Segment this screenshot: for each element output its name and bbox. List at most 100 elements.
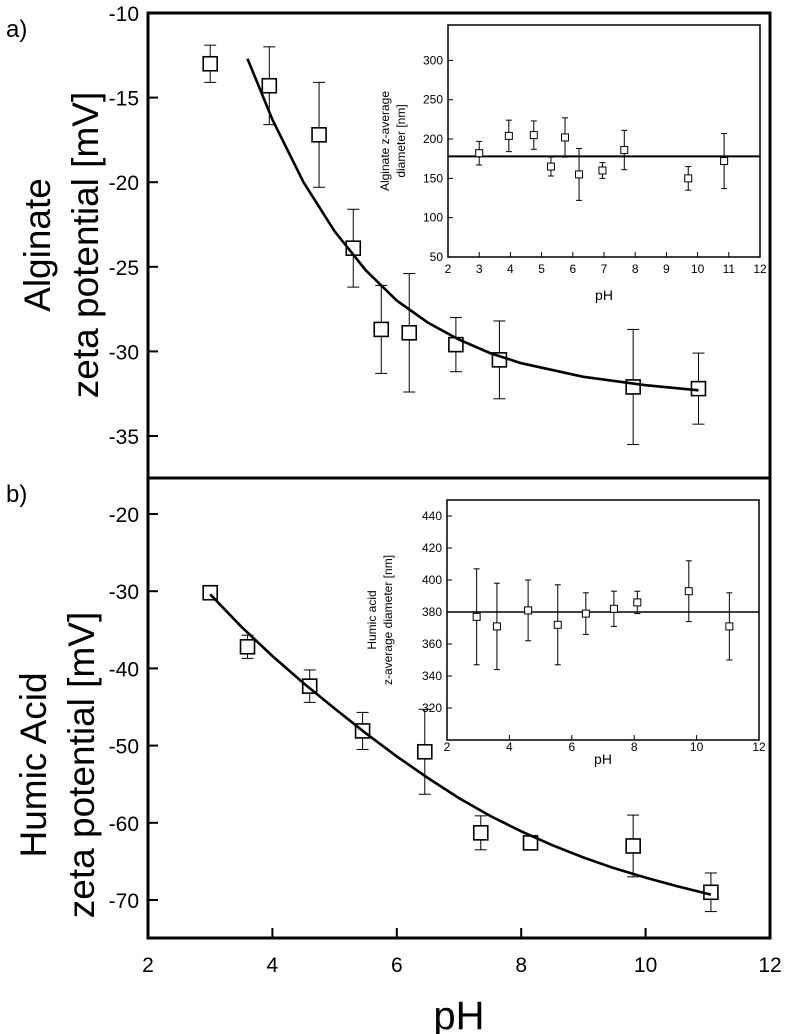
panel-a-y-tick-label-3: -25 bbox=[109, 257, 139, 280]
panel-b-x-label: pH bbox=[433, 994, 484, 1034]
panel-a-inset-x-tick-label-5: 7 bbox=[601, 262, 608, 276]
panel-b-x-tick-label-2: 6 bbox=[391, 954, 403, 977]
panel-b-point-7 bbox=[625, 838, 641, 854]
panel-b-label: b) bbox=[6, 481, 27, 508]
panel-a-inset: 2 3 4 5 6 7 8 9 10 11 12 50 100 150 200 250 300 pH Algin… bbox=[378, 24, 767, 303]
panel-b: b) Humic Acid zeta potential [mV] 2 4 6 8 10… bbox=[6, 476, 782, 1034]
panel-b-inset-y-tick-label-2: 360 bbox=[422, 637, 442, 651]
panel-b-inset: 2 4 6 8 10 12 320 340 360 380 400 420 440 pH Humic a… bbox=[365, 499, 766, 767]
panel-b-y-tick-label-1: -30 bbox=[109, 581, 139, 604]
panel-a-y-tick-label-4: -30 bbox=[109, 341, 139, 364]
panel-a-point-0 bbox=[202, 55, 218, 72]
panel-b-inset-y-tick-label-0: 320 bbox=[422, 701, 442, 715]
panel-b-x-tick-label-0: 2 bbox=[142, 954, 154, 977]
panel-b-inset-y-tick-label-5: 420 bbox=[422, 541, 442, 555]
panel-a-inset-axes: 2 3 4 5 6 7 8 9 10 11 12 50 100 150 200 250 300 bbox=[423, 53, 767, 276]
panel-b-inset-x-tick-label-2: 6 bbox=[568, 740, 575, 754]
panel-a-inset-y-tick-label-5: 300 bbox=[423, 53, 443, 67]
panel-b-inset-x-tick-label-3: 8 bbox=[631, 740, 638, 754]
panel-a-inset-point-0 bbox=[475, 149, 484, 158]
panel-a-inset-point-1 bbox=[504, 131, 513, 140]
panel-b-inset-y-label-line2: z-average diameter [nm] bbox=[381, 555, 395, 685]
panel-b-x-tick-label-1: 4 bbox=[267, 954, 279, 977]
panel-b-inset-point-1 bbox=[492, 622, 501, 631]
panel-a-inset-frame bbox=[447, 24, 761, 258]
panel-b-inset-x-tick-label-0: 2 bbox=[444, 740, 451, 754]
panel-a-inset-x-label: pH bbox=[595, 287, 613, 303]
panel-a-y-axis: -10 -15 -20 -25 -30 -35 bbox=[109, 3, 158, 449]
panel-b-inset-x-tick-label-5: 12 bbox=[752, 740, 766, 754]
panel-a-inset-data bbox=[448, 117, 760, 201]
panel-a-inset-x-tick-label-7: 9 bbox=[663, 262, 670, 276]
panel-b-axes: 2 4 6 8 10 12 -20 -30 -40 -50 -60 -70 bbox=[109, 504, 782, 977]
panel-a-inset-point-6 bbox=[598, 166, 607, 175]
panel-a-inset-y-label-line1: Alginate z-average bbox=[378, 91, 392, 191]
panel-a-inset-x-tick-label-8: 10 bbox=[691, 262, 705, 276]
panel-a-inset-x-tick-label-9: 11 bbox=[723, 262, 736, 276]
panel-b-point-4 bbox=[416, 743, 433, 760]
panel-a-y-tick-label-2: -20 bbox=[109, 172, 139, 195]
panel-b-inset-y-tick-label-1: 340 bbox=[422, 669, 442, 683]
panel-a-inset-y-label: Alginate z-average diameter [nm] bbox=[378, 91, 408, 191]
panel-a-label: a) bbox=[6, 16, 27, 43]
panel-b-y-tick-label-0: -20 bbox=[109, 504, 139, 527]
panel-a-inset-x-tick-label-10: 12 bbox=[753, 262, 767, 276]
panel-a-fit-curve bbox=[246, 58, 699, 392]
panel-a-inset-point-2 bbox=[529, 131, 538, 140]
panel-a-inset-y-tick-label-1: 100 bbox=[423, 211, 443, 225]
panel-b-y-tick-label-3: -50 bbox=[109, 736, 139, 759]
panel-a-inset-point-4 bbox=[561, 133, 569, 142]
panel-a-inset-y-tick-label-0: 50 bbox=[430, 250, 444, 264]
panel-a-y-tick-label-1: -15 bbox=[109, 88, 139, 111]
panel-b-inset-point-0 bbox=[472, 612, 481, 621]
panel-b-y-tick-label-5: -70 bbox=[109, 890, 139, 913]
panel-a-inset-y-tick-label-4: 250 bbox=[423, 93, 443, 107]
panel-b-inset-point-4 bbox=[581, 609, 590, 618]
panel-a: a) Alginate zeta potential [mV] -10 -15 -2… bbox=[6, 3, 772, 480]
panel-b-inset-x-tick-label-1: 4 bbox=[506, 740, 513, 754]
panel-a-point-5 bbox=[401, 324, 418, 341]
panel-b-inset-point-7 bbox=[684, 587, 693, 596]
panel-b-inset-data bbox=[447, 560, 759, 671]
panel-b-inset-x-tick-label-4: 10 bbox=[690, 740, 704, 754]
panel-b-y-label: Humic Acid zeta potential [mV] bbox=[13, 612, 102, 918]
panel-b-inset-point-5 bbox=[609, 604, 618, 613]
panel-a-point-2 bbox=[311, 127, 327, 143]
panel-b-inset-y-tick-label-6: 440 bbox=[422, 509, 442, 523]
panel-a-inset-y-label-line2: diameter [nm] bbox=[394, 104, 408, 177]
panel-b-point-1 bbox=[239, 638, 256, 655]
panel-b-inset-point-2 bbox=[524, 606, 533, 615]
panel-a-inset-x-tick-label-4: 6 bbox=[569, 262, 576, 276]
panel-a-inset-point-8 bbox=[684, 174, 693, 183]
panel-a-y-label-line2: zeta potential [mV] bbox=[65, 92, 106, 398]
panel-b-inset-point-8 bbox=[725, 622, 734, 631]
panel-a-data bbox=[202, 44, 707, 445]
panel-b-point-5 bbox=[472, 825, 489, 841]
panel-b-x-tick-label-3: 8 bbox=[515, 954, 527, 977]
panel-a-inset-x-tick-label-3: 5 bbox=[538, 262, 545, 276]
panel-a-inset-y-tick-label-2: 150 bbox=[423, 171, 443, 185]
panel-a-inset-point-7 bbox=[620, 146, 629, 155]
panel-a-inset-y-tick-label-3: 200 bbox=[423, 132, 443, 146]
panel-b-inset-axes: 2 4 6 8 10 12 320 340 360 380 400 420 440 bbox=[422, 509, 766, 754]
panel-b-inset-frame bbox=[446, 499, 760, 741]
panel-a-y-tick-label-0: -10 bbox=[109, 3, 139, 26]
panel-b-inset-y-label: Humic acid z-average diameter [nm] bbox=[365, 555, 395, 685]
panel-b-frame bbox=[146, 476, 772, 940]
panel-b-y-label-line1: Humic Acid bbox=[13, 672, 54, 857]
panel-a-y-tick-label-5: -35 bbox=[109, 426, 139, 449]
panel-b-data bbox=[202, 584, 719, 913]
panel-a-inset-point-9 bbox=[720, 157, 729, 166]
panel-b-y-tick-label-4: -60 bbox=[109, 813, 139, 836]
panel-b-y-tick-label-2: -40 bbox=[109, 658, 139, 681]
panel-b-y-label-line2: zeta potential [mV] bbox=[61, 612, 102, 918]
panel-b-x-tick-label-4: 10 bbox=[634, 954, 657, 977]
panel-a-inset-x-tick-label-6: 8 bbox=[632, 262, 639, 276]
panel-a-inset-x-tick-label-2: 4 bbox=[507, 262, 514, 276]
panel-a-inset-point-5 bbox=[575, 170, 584, 179]
panel-b-inset-y-label-line1: Humic acid bbox=[365, 590, 379, 649]
panel-b-inset-y-tick-label-3: 380 bbox=[422, 605, 442, 619]
panel-a-inset-x-tick-label-1: 3 bbox=[476, 262, 483, 276]
panel-b-inset-y-tick-label-4: 400 bbox=[422, 573, 442, 587]
